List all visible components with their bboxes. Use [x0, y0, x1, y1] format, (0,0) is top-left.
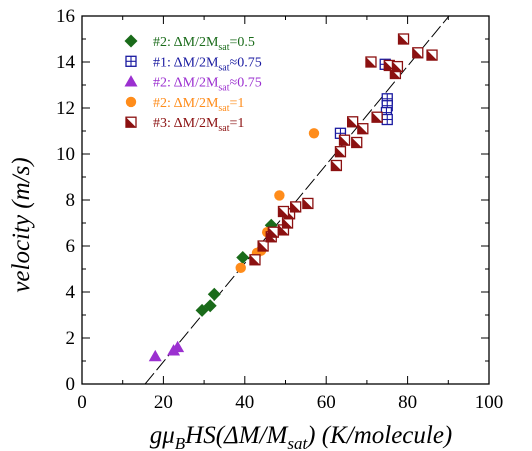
data-point — [235, 262, 246, 274]
data-point — [302, 197, 314, 210]
y-tick-label: 10 — [56, 144, 75, 165]
y-tick-label: 6 — [66, 236, 76, 257]
data-point-fill — [278, 224, 289, 235]
y-tick-label: 16 — [56, 6, 75, 27]
data-point — [365, 56, 377, 68]
legend-marker-fill — [126, 117, 136, 128]
data-point-fill — [278, 206, 289, 217]
data-point-fill — [384, 60, 395, 71]
data-point-fill — [331, 160, 342, 171]
data-point-fill — [351, 137, 362, 148]
data-point-fill — [398, 34, 409, 44]
legend-label: #2: ΔM/2Msat=0.5 — [153, 35, 255, 53]
data-point-fill — [282, 218, 293, 228]
data-point-fill — [347, 116, 358, 127]
data-point — [171, 340, 185, 353]
data-point-fill — [335, 146, 346, 157]
legend-label: #2: ΔM/2Msat≈0.75 — [153, 76, 262, 94]
x-tick-label: 80 — [398, 392, 417, 413]
data-point-fill — [357, 123, 368, 134]
legend-marker — [124, 75, 138, 87]
series-3 — [148, 340, 185, 362]
data-point — [267, 226, 279, 238]
y-tick-label: 14 — [56, 52, 76, 73]
y-tick-label: 2 — [66, 328, 76, 349]
y-tick-label: 4 — [66, 282, 76, 303]
data-point — [277, 205, 290, 218]
data-point-fill — [365, 57, 376, 67]
data-point — [397, 33, 410, 45]
data-point — [347, 116, 359, 128]
y-tick-label: 0 — [66, 374, 76, 395]
data-point — [412, 47, 424, 59]
legend-label: #1: ΔM/2Msat≈0.75 — [153, 55, 262, 73]
legend-item: #2: ΔM/2Msat=0.5 — [124, 34, 255, 53]
data-point — [330, 159, 343, 172]
legend-marker — [125, 116, 137, 128]
data-point-fill — [290, 201, 301, 212]
legend-label: #3: ΔM/2Msat=1 — [153, 116, 244, 134]
legend-item: #2: ΔM/2Msat=1 — [125, 96, 244, 114]
axes: 0 20 40 60 80 100 0 2 4 6 8 10 12 14 16 — [56, 6, 503, 413]
data-point — [391, 60, 404, 73]
x-tick-label: 20 — [154, 392, 173, 413]
x-tick-label: 0 — [77, 392, 87, 413]
data-point — [281, 217, 294, 229]
legend-item: #3: ΔM/2Msat=1 — [125, 116, 244, 134]
data-point — [381, 113, 393, 126]
legend: #2: ΔM/2Msat=0.5 #1: ΔM/2Msat≈0.75 #2: ΔM/… — [124, 34, 262, 134]
data-point — [338, 134, 351, 146]
legend-item: #1: ΔM/2Msat≈0.75 — [125, 55, 262, 73]
x-tick-label: 40 — [235, 392, 254, 413]
fit-line — [144, 16, 450, 384]
data-point-fill — [372, 112, 383, 123]
data-point-fill — [392, 61, 403, 72]
x-axis-title: gμBHS(ΔM/Msat) (K/molecule) — [150, 422, 453, 451]
legend-marker — [125, 96, 137, 108]
data-point — [371, 111, 383, 123]
data-point — [426, 49, 438, 61]
data-point — [148, 349, 162, 362]
data-point — [357, 123, 369, 135]
y-axis-title: velocity (m/s) — [8, 157, 35, 292]
data-point-fill — [268, 227, 279, 238]
plot-frame — [81, 15, 490, 385]
data-point-fill — [258, 241, 269, 251]
data-point — [236, 251, 250, 264]
data-points — [148, 33, 438, 362]
data-point — [308, 128, 320, 139]
legend-item: #2: ΔM/2Msat≈0.75 — [124, 75, 262, 94]
legend-marker — [124, 34, 138, 48]
legend-label: #2: ΔM/2Msat=1 — [153, 96, 244, 114]
x-tick-label: 60 — [317, 392, 336, 413]
data-point — [207, 287, 221, 301]
series-5 — [249, 33, 438, 266]
legend-marker — [125, 55, 137, 67]
data-point-fill — [249, 254, 260, 265]
data-point — [203, 299, 217, 313]
data-point-fill — [302, 198, 313, 209]
data-point-fill — [427, 50, 438, 61]
y-tick-label: 12 — [56, 98, 75, 119]
data-point — [351, 136, 363, 149]
data-point — [257, 240, 269, 252]
data-point-fill — [339, 135, 350, 146]
data-point — [274, 190, 285, 201]
y-tick-label: 8 — [66, 190, 76, 211]
dashed-fit-line — [144, 16, 450, 384]
x-tick-label: 100 — [475, 392, 504, 413]
data-point — [290, 201, 302, 213]
data-point — [249, 254, 261, 266]
data-point — [334, 146, 347, 158]
data-point-fill — [412, 47, 423, 58]
